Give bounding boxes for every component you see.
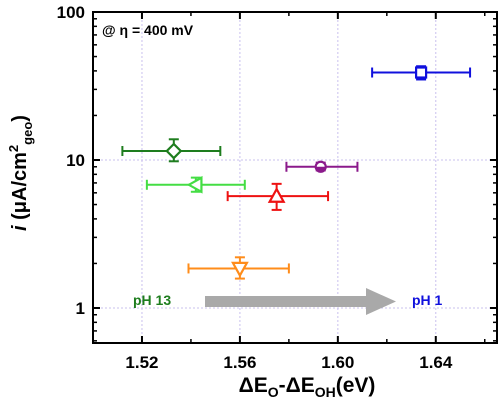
y-tick-label: 10 [66, 151, 85, 170]
data-point-square [371, 65, 472, 81]
arrow-head [366, 288, 396, 315]
square-marker [414, 66, 428, 79]
ph1-label: pH 1 [412, 292, 443, 308]
triangle-up-marker [267, 186, 286, 203]
x-axis-title: ΔEO-ΔEOH(eV) [239, 374, 376, 400]
data-point-triangle-left [145, 175, 246, 194]
plot-frame [92, 11, 498, 344]
x-tick-label: 1.60 [321, 353, 354, 372]
ph13-label: pH 13 [133, 292, 171, 308]
trend-arrow [205, 288, 396, 315]
y-tick-label: 100 [57, 3, 85, 22]
triangle-down-marker [231, 261, 249, 278]
data-point-circle-half [285, 160, 359, 173]
circle-half-fill [315, 166, 326, 172]
data-point-triangle-up [226, 182, 330, 211]
axis-ticks: 1.52 1.56 1.60 1.64 1 10 100 [57, 3, 497, 372]
data-point-diamond [121, 138, 222, 163]
y-tick-label: 1 [76, 299, 85, 318]
data-point-triangle-down [187, 256, 290, 280]
condition-annotation: @ η = 400 mV [102, 22, 194, 38]
y-axis-title: i (μA/cm2geo) [6, 115, 35, 231]
triangle-left-marker [186, 175, 203, 194]
x-tick-label: 1.56 [223, 353, 256, 372]
x-tick-label: 1.52 [125, 353, 158, 372]
x-tick-label: 1.64 [419, 353, 453, 372]
diamond-marker [165, 142, 183, 160]
arrow-shaft [205, 296, 368, 307]
grid [93, 12, 497, 343]
data-points [121, 65, 472, 280]
